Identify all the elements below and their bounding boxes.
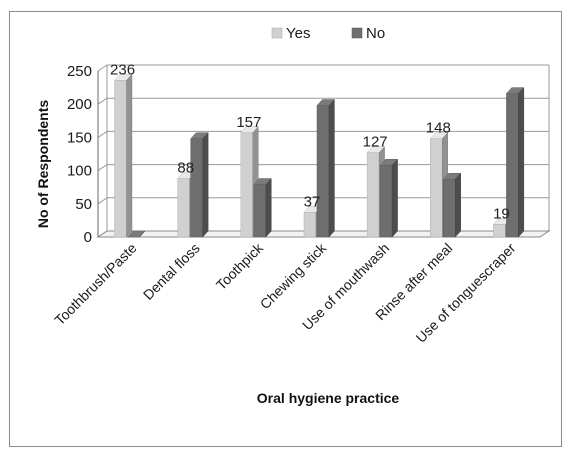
data-label: 19 [493,205,510,222]
bar-front [366,152,380,238]
legend-label-yes: Yes [286,25,310,42]
bars [114,73,525,238]
gridline-depth [97,164,108,172]
gridline-depth [97,64,108,72]
data-label: 127 [363,134,388,151]
gridline-depth [97,197,108,205]
data-label: 37 [304,193,321,210]
bar-side [328,98,335,238]
bar-side [518,86,525,238]
bar-no [253,177,272,238]
bar-side [139,230,146,238]
bar-front [443,178,456,238]
data-label: 148 [426,120,451,137]
y-tick-label: 50 [75,196,92,213]
bar-side [265,177,272,238]
x-tick-label: Toothbrush/Paste [51,240,140,329]
bar-front [379,165,393,238]
gridline-depth [97,130,108,138]
data-label: 236 [110,61,135,78]
bar-side [202,132,209,238]
bar-no [316,98,335,238]
y-tick-label: 0 [84,229,92,246]
bar-side [455,172,461,238]
x-tick-label: Dental floss [140,240,203,303]
bar-side [391,158,398,238]
bar-no [505,86,525,238]
data-label: 157 [236,114,261,131]
x-axis-title: Oral hygiene practice [257,390,400,406]
bar-front [430,138,443,238]
legend-swatch-yes [271,27,283,39]
bar-no [379,158,399,238]
bar-no [190,132,209,238]
y-tick-label: 150 [67,129,92,146]
y-tick-label: 250 [67,63,92,80]
bar-front [253,184,267,238]
bar-no [442,172,462,238]
y-axis-title: No of Respondents [35,100,51,229]
legend-label-no: No [366,25,385,42]
chart-frame: 236 88 157 37 127 148 19 0 50 100 150 200 250 Toothb… [9,11,562,447]
bar-front [240,132,254,238]
x-tick-label: Toothpick [213,239,267,293]
legend-swatch-no [351,27,363,39]
gridline-depth [97,97,108,105]
bar-yes [114,73,133,238]
bar-front [493,224,506,238]
chart-canvas: 236 88 157 37 127 148 19 0 50 100 150 200 250 Toothb… [35,25,551,406]
bar-front [303,212,317,238]
bar-front [190,138,203,238]
bar-front [177,178,190,238]
bar-front [316,105,330,238]
bar-no [127,230,146,238]
y-tick-label: 100 [67,163,92,180]
data-labels: 236 88 157 37 127 148 19 [110,61,510,222]
data-label: 88 [177,160,194,177]
bar-side [126,73,133,238]
y-tick-label: 200 [67,96,92,113]
bar-front [114,80,127,238]
legend: Yes No [271,25,385,42]
